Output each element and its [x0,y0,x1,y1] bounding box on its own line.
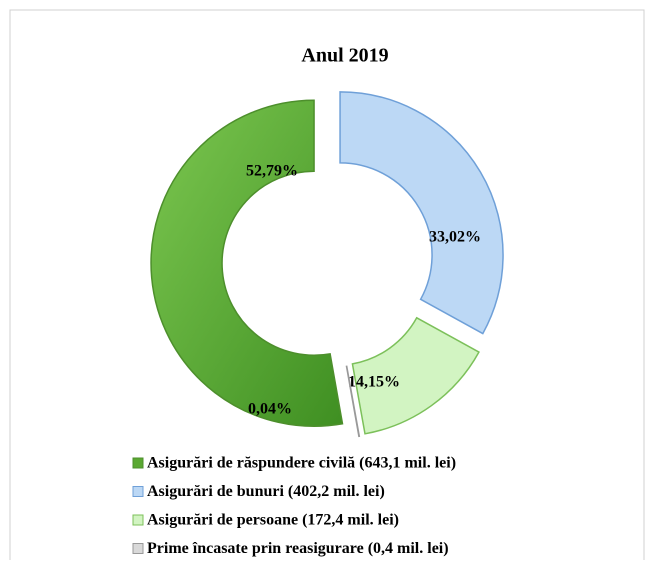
donut-segment [345,365,361,438]
legend-label: Prime încasate prin reasigurare (0,4 mil… [147,540,449,557]
legend-swatch [132,486,144,497]
legend-swatch [132,543,144,554]
data-label: 14,15% [348,374,400,391]
legend-swatch [132,457,144,469]
donut-segment [150,99,344,427]
legend-label: Asigurări de bunuri (402,2 mil. lei) [147,483,385,500]
legend-label: Asigurări de răspundere civilă (643,1 mi… [147,455,456,472]
chart-title: Anul 2019 [301,45,388,67]
data-label: 0,04% [248,401,292,418]
legend-label: Asigurări de persoane (172,4 mil. lei) [147,512,399,529]
chart-frame [9,9,645,565]
donut-segment [351,316,480,435]
legend-swatch [132,514,144,526]
data-label: 52,79% [246,163,298,180]
donut-segment [339,91,504,335]
data-label: 33,02% [429,229,481,246]
